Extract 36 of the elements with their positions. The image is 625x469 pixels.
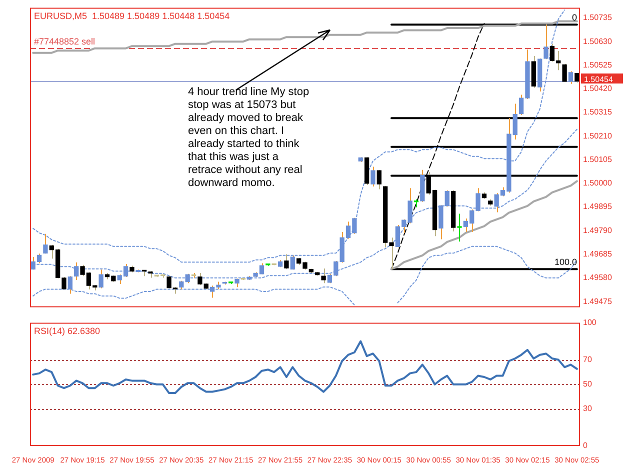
y-tick-label: 1.50420: [583, 84, 612, 94]
candlestick: [284, 254, 289, 270]
y-tick-label: 1.50000: [583, 178, 612, 188]
y-tick-label: 1.50735: [583, 13, 612, 22]
y-tick-label: 30: [583, 404, 592, 414]
annotation: 100.0: [554, 257, 577, 268]
ref-line-label: #77448852 sell: [34, 36, 96, 46]
candlestick: [321, 268, 326, 284]
y-tick-label: 1.50525: [583, 60, 612, 70]
y-tick-label: 1.50315: [583, 108, 612, 117]
candlestick: [568, 70, 574, 84]
y-tick-label: 50: [583, 380, 592, 389]
chart-title: RSI(14) 62.6380: [34, 326, 100, 336]
y-tick-label: 1.49895: [583, 202, 612, 212]
annotation: 4 hour trend line My stop stop was at 15073 but already moved to break even on this chart. I already started to think that this was just a retrace without any real downward momo.: [188, 86, 310, 190]
y-tick-label: 70: [583, 354, 592, 364]
y-tick-label: 1.49580: [583, 273, 612, 282]
y-tick-label: 1.50630: [583, 36, 612, 46]
candlestick: [376, 169, 382, 190]
candlestick: [68, 276, 72, 294]
candlestick: [562, 63, 567, 83]
candlestick: [43, 233, 48, 254]
y-tick-label: 1.50210: [583, 131, 612, 140]
y-tick-label: 1.49685: [583, 250, 612, 258]
y-tick-label: 1.49475: [583, 296, 612, 306]
ref-line-label: 1.50454: [584, 75, 614, 84]
y-tick-label: 1.49790: [583, 226, 612, 235]
y-tick-label: 100: [583, 318, 597, 328]
candlestick: [370, 166, 376, 188]
candlestick: [574, 72, 580, 84]
chart-title: EURUSD,M5 1.50489 1.50489 1.50448 1.50454: [34, 10, 230, 21]
annotation: 0: [572, 12, 577, 23]
candlestick: [544, 24, 548, 60]
candlestick: [457, 213, 462, 242]
y-tick-label: 1.50105: [583, 154, 612, 164]
y-tick-label: 0: [583, 441, 588, 450]
